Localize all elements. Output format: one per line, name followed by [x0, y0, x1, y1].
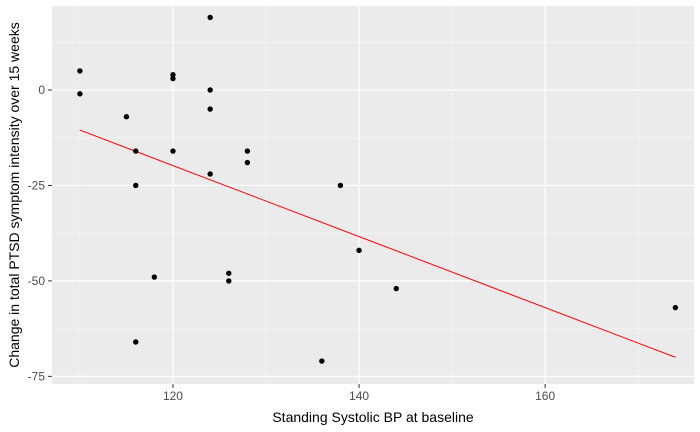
data-point — [244, 159, 251, 166]
points-layer — [77, 14, 679, 364]
data-point — [133, 182, 139, 189]
data-point — [207, 87, 213, 93]
data-point — [133, 148, 139, 154]
data-point — [244, 148, 251, 154]
data-point — [672, 304, 679, 311]
trend-layer — [79, 129, 676, 358]
data-point — [319, 358, 325, 364]
data-point — [77, 68, 83, 74]
x-tick-label: 120 — [163, 389, 183, 403]
data-point — [337, 182, 344, 189]
y-tick-labels: 0 -25 -50 -75 — [28, 83, 46, 383]
data-point — [207, 171, 213, 177]
trend-line — [79, 129, 676, 358]
y-tick-label: 0 — [38, 83, 45, 97]
x-tick-labels: 120 140 160 — [163, 389, 556, 403]
x-tick-label: 140 — [349, 389, 369, 403]
x-axis-title: Standing Systolic BP at baseline — [272, 409, 474, 425]
x-tick-label: 160 — [535, 389, 555, 403]
data-point — [77, 91, 83, 97]
y-tick-label: -75 — [28, 369, 46, 383]
y-tick-label: -25 — [28, 178, 46, 192]
data-point — [356, 247, 362, 254]
data-point — [393, 285, 399, 292]
data-point — [226, 278, 232, 284]
y-tick-label: -50 — [28, 274, 46, 288]
data-point — [170, 75, 176, 82]
minor-gridlines — [52, 6, 694, 384]
data-point — [170, 72, 176, 78]
data-point — [226, 270, 232, 276]
data-point — [151, 274, 158, 280]
y-axis-title: Change in total PTSD symptom intensity o… — [6, 22, 22, 368]
data-point — [207, 106, 213, 112]
data-point — [123, 114, 130, 120]
data-point — [207, 14, 213, 21]
plot-panel — [52, 6, 694, 384]
data-point — [133, 339, 139, 345]
data-point — [170, 148, 176, 154]
axis-ticks — [48, 89, 546, 388]
major-gridlines — [52, 6, 694, 384]
